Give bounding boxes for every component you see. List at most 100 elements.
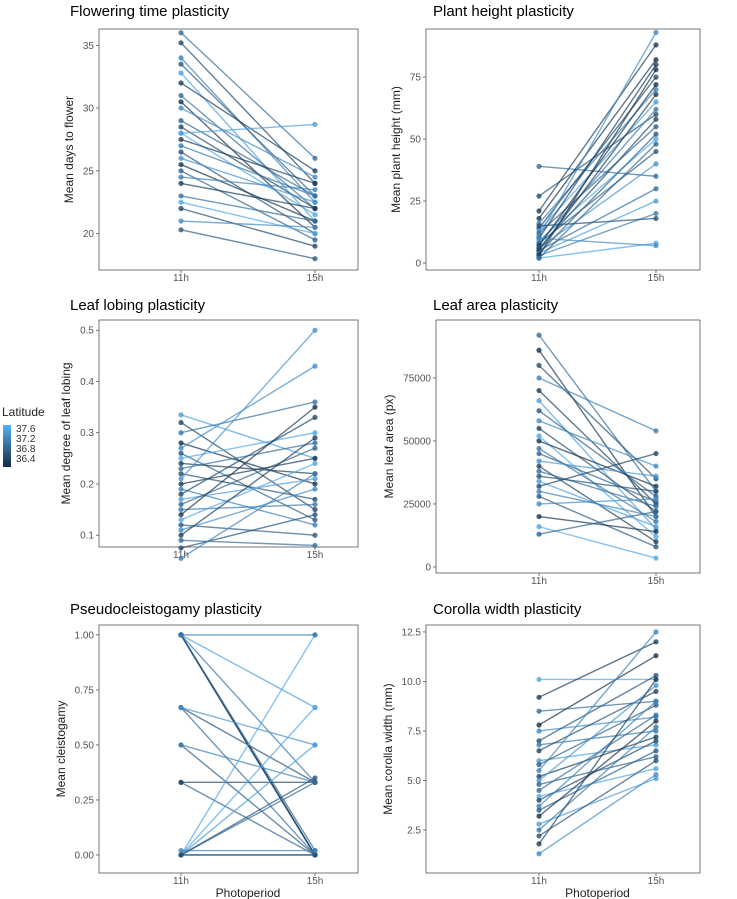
y-tick-label: 0.3 <box>80 428 94 439</box>
point-15h <box>653 74 659 80</box>
x-tick-label: 11h <box>531 576 547 587</box>
panel-title: Corolla width plasticity <box>433 601 582 618</box>
y-axis-label: Mean leaf area (px) <box>382 394 396 498</box>
x-tick-label: 11h <box>531 876 547 887</box>
point-15h <box>312 224 318 230</box>
x-axis-label: Photoperiod <box>565 886 630 899</box>
point-15h <box>312 230 318 237</box>
point-11h <box>536 488 542 494</box>
y-tick-label: 25 <box>83 166 95 177</box>
point-11h <box>536 773 542 780</box>
paired-line <box>180 365 316 449</box>
point-11h <box>178 80 184 86</box>
paired-line <box>538 470 657 508</box>
paired-line <box>538 200 657 254</box>
paired-line <box>180 488 316 531</box>
paired-line <box>538 720 657 817</box>
point-11h <box>178 227 184 233</box>
paired-line <box>538 133 657 254</box>
point-15h <box>653 672 659 679</box>
paired-line <box>180 101 316 228</box>
paired-line <box>180 94 316 210</box>
paired-line <box>538 679 657 845</box>
paired-line <box>180 447 316 506</box>
point-15h <box>312 471 318 477</box>
paired-line <box>180 42 316 184</box>
paired-line <box>538 165 657 177</box>
point-15h <box>312 542 318 549</box>
paired-line <box>538 59 657 219</box>
point-11h <box>178 130 184 136</box>
legend-tick: 37.2 <box>16 434 36 445</box>
point-11h <box>178 174 184 180</box>
paired-line <box>538 726 657 831</box>
point-11h <box>178 193 184 199</box>
point-11h <box>536 742 542 748</box>
point-15h <box>653 688 659 694</box>
point-15h <box>312 180 318 186</box>
point-11h <box>536 208 542 214</box>
point-15h <box>653 529 659 535</box>
point-11h <box>536 438 542 444</box>
point-15h <box>653 57 659 63</box>
point-11h <box>178 218 184 224</box>
point-11h <box>536 418 542 424</box>
paired-line <box>538 64 657 239</box>
point-15h <box>312 496 318 502</box>
point-15h <box>653 702 659 708</box>
point-11h <box>178 779 184 785</box>
point-11h <box>536 797 542 803</box>
paired-line <box>180 176 316 191</box>
point-11h <box>178 545 184 551</box>
paired-line <box>180 229 316 260</box>
point-11h <box>178 61 184 67</box>
paired-line <box>538 641 657 698</box>
y-tick-label: 35 <box>83 41 95 52</box>
point-11h <box>536 813 542 819</box>
point-11h <box>536 478 542 484</box>
paired-line <box>180 157 316 203</box>
y-tick-label: 50000 <box>403 436 431 447</box>
point-15h <box>653 488 659 494</box>
x-tick-label: 15h <box>307 273 324 284</box>
paired-line <box>180 123 316 134</box>
x-tick-label: 15h <box>307 876 324 887</box>
paired-line <box>538 495 657 548</box>
point-11h <box>178 40 184 46</box>
paired-line <box>538 452 657 487</box>
point-15h <box>312 445 318 451</box>
point-15h <box>312 187 318 193</box>
y-tick-label: 75000 <box>403 373 431 384</box>
panel-2: Plant height plasticity 0 25 50 75 Mean plant… <box>389 3 701 284</box>
point-11h <box>178 430 184 436</box>
panel-4: Leaf area plasticity 0 25000 50000 75000 Mean… <box>382 297 701 587</box>
point-11h <box>536 450 542 457</box>
point-11h <box>536 408 542 414</box>
y-tick-label: 0 <box>415 259 421 270</box>
paired-line <box>180 63 316 197</box>
y-axis-label: Mean degree of leaf lobing <box>59 362 73 504</box>
paired-line <box>180 503 316 511</box>
point-15h <box>653 771 659 778</box>
paired-line <box>538 684 657 782</box>
paired-line <box>180 634 316 709</box>
legend-tick: 37.6 <box>16 424 36 435</box>
paired-line <box>180 514 316 549</box>
point-15h <box>653 173 659 179</box>
y-tick-label: 0.75 <box>75 685 95 696</box>
point-15h <box>312 476 318 482</box>
point-11h <box>536 803 542 809</box>
y-tick-label: 12.5 <box>402 627 422 638</box>
paired-line <box>538 84 657 247</box>
paired-line <box>180 82 316 172</box>
point-11h <box>536 722 542 728</box>
point-15h <box>653 99 659 105</box>
paired-line <box>180 182 316 210</box>
paired-line <box>180 457 316 485</box>
y-tick-label: 50 <box>410 135 422 146</box>
paired-line <box>180 524 316 536</box>
point-11h <box>178 486 184 492</box>
paired-line <box>538 704 657 766</box>
paired-line <box>538 452 657 503</box>
